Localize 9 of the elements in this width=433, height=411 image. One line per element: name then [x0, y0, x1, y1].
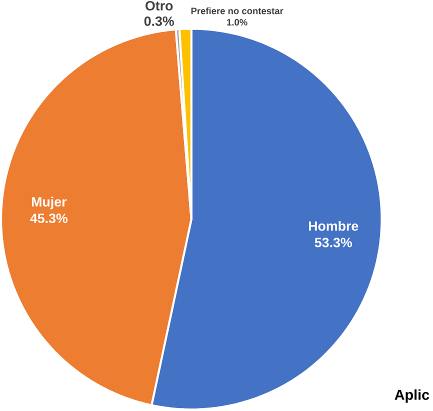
data-label: 53.3%: [314, 238, 352, 248]
slice-label: Mujer: [32, 197, 67, 210]
slice-label: Prefiere no contestar: [191, 8, 284, 14]
text: Aplic: [394, 390, 430, 403]
data-label: 1.0%: [227, 19, 248, 26]
data-label: 0.3%: [144, 16, 174, 26]
data-label: 45.3%: [30, 214, 68, 224]
slice-label: Hombre: [308, 221, 358, 232]
slice-label: Otro: [146, 1, 173, 11]
